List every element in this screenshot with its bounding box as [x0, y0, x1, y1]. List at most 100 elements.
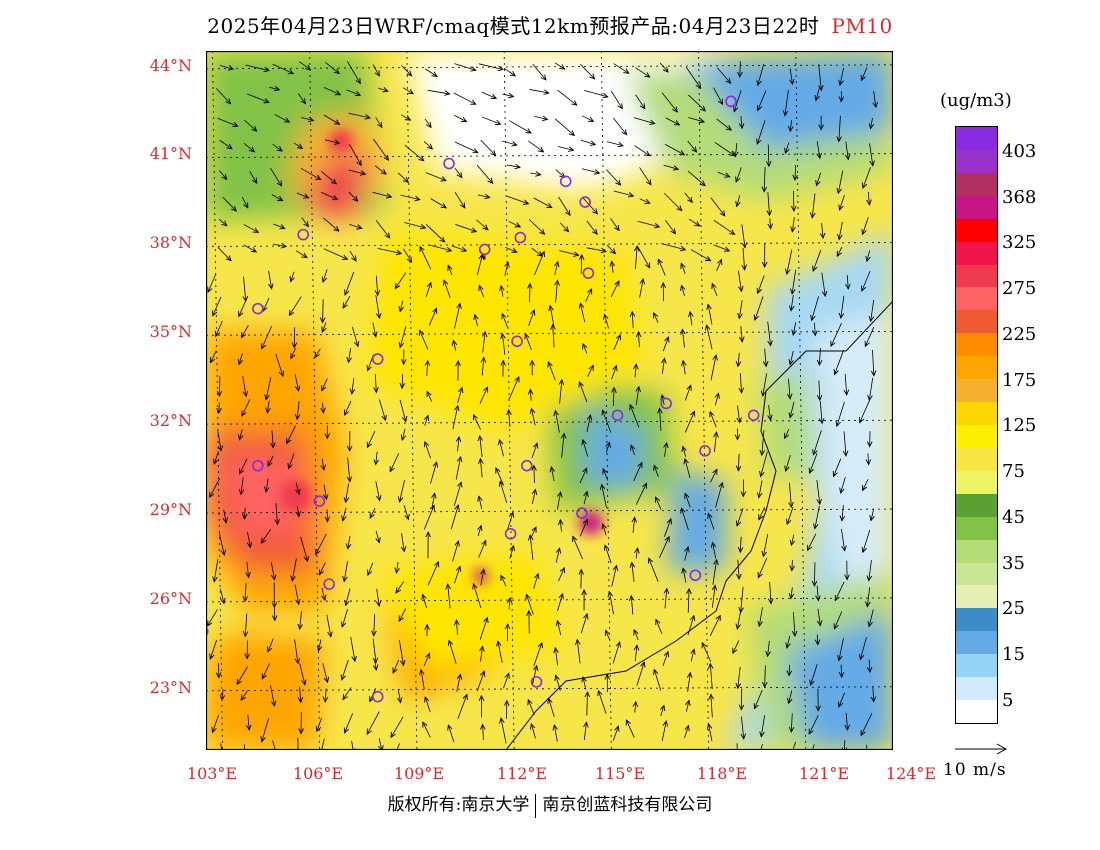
wind-vector	[580, 139, 596, 144]
wind-vector	[219, 533, 224, 555]
wind-vector	[349, 223, 361, 228]
wind-vector	[737, 405, 739, 422]
wind-vector	[661, 92, 677, 112]
meridian-line	[406, 51, 418, 750]
wind-vector	[478, 526, 481, 537]
wind-vector	[606, 141, 623, 146]
wind-vector	[448, 584, 450, 609]
wind-vector	[478, 63, 503, 70]
map-frame	[206, 51, 893, 750]
wind-vector	[375, 481, 380, 500]
wind-vector	[770, 218, 771, 228]
legend-swatch	[956, 516, 997, 541]
wind-vector	[605, 545, 612, 564]
wind-vector	[819, 348, 820, 365]
wind-vector	[580, 303, 586, 323]
wind-vector	[224, 509, 226, 523]
wind-vector	[448, 725, 455, 743]
wind-vector	[710, 197, 725, 216]
wind-vector	[296, 482, 299, 494]
wind-vector	[820, 400, 822, 423]
wind-vector	[300, 167, 321, 179]
wind-vector	[289, 453, 295, 469]
legend-swatch	[956, 287, 997, 311]
lat-lon-grid	[206, 51, 893, 750]
wind-vector	[846, 141, 848, 160]
wind-vector	[400, 194, 420, 199]
legend-swatch	[956, 700, 997, 724]
wind-vector	[835, 581, 845, 601]
wind-vector	[348, 169, 366, 174]
legend-swatch	[956, 631, 997, 655]
wind-vector	[262, 663, 270, 679]
wind-vector	[789, 690, 792, 703]
wind-vector	[262, 325, 273, 349]
wind-vector	[377, 248, 402, 253]
lat-label-35: 35°N	[149, 322, 192, 341]
wind-vector	[473, 584, 482, 609]
city-marker	[297, 228, 310, 241]
wind-vector	[713, 244, 730, 251]
wind-vector	[291, 348, 296, 358]
legend-unit: (ug/m3)	[940, 90, 1012, 111]
wind-vector	[665, 589, 667, 609]
wind-vector	[217, 247, 231, 260]
legend-label-45: 45	[1002, 507, 1025, 528]
wind-vector	[662, 337, 668, 352]
wind-vector	[421, 670, 425, 690]
wind-vector	[817, 479, 820, 504]
wind-vector	[346, 89, 361, 95]
wind-vector	[210, 639, 218, 659]
wind-vector	[712, 284, 718, 297]
wind-vector	[240, 458, 248, 474]
wind-vector	[400, 300, 403, 312]
wind-vector	[816, 88, 819, 100]
parallel-line	[206, 330, 893, 336]
wind-vector	[579, 382, 588, 403]
legend-swatch	[956, 310, 997, 334]
wind-vector	[684, 192, 692, 203]
wind-vector	[215, 87, 230, 104]
wind-vector	[584, 722, 586, 741]
wind-vector	[455, 224, 476, 231]
wind-vector	[661, 721, 666, 741]
wind-vector	[760, 744, 763, 750]
wind-vector	[319, 562, 326, 575]
wind-vector	[811, 744, 815, 750]
wind-vector	[791, 713, 792, 732]
wind-vector	[787, 635, 790, 648]
wind-vector	[765, 348, 767, 367]
wind-vector	[219, 402, 220, 413]
wind-vector	[247, 531, 250, 547]
wind-vector	[660, 408, 661, 431]
city-marker	[478, 243, 491, 256]
wind-vector	[818, 608, 820, 626]
wind-vector	[237, 666, 248, 685]
wind-vector	[707, 325, 713, 350]
wind-vector	[872, 349, 873, 376]
wind-vector	[740, 373, 741, 393]
wind-vector	[241, 325, 249, 337]
wind-vector	[451, 245, 466, 251]
city-marker	[582, 267, 595, 279]
wind-vector	[638, 332, 639, 348]
wind-vector	[529, 89, 548, 93]
wind-vector	[323, 217, 338, 231]
wind-vector	[631, 596, 633, 615]
wind-vector	[454, 167, 462, 177]
wind-vector	[685, 459, 691, 479]
wind-vector	[379, 738, 382, 750]
wind-vector	[270, 685, 274, 706]
wind-vector	[271, 194, 283, 201]
wind-vector	[481, 116, 501, 124]
wind-vector	[768, 640, 770, 656]
wind-vector	[241, 690, 248, 700]
wind-vector	[322, 458, 324, 470]
wind-vector	[397, 172, 408, 182]
wind-vector	[821, 272, 825, 296]
lat-label-38: 38°N	[149, 233, 192, 252]
wind-vector	[525, 334, 532, 350]
wind-vector	[861, 713, 873, 735]
wind-vector	[863, 529, 871, 552]
wind-vector	[606, 630, 610, 640]
